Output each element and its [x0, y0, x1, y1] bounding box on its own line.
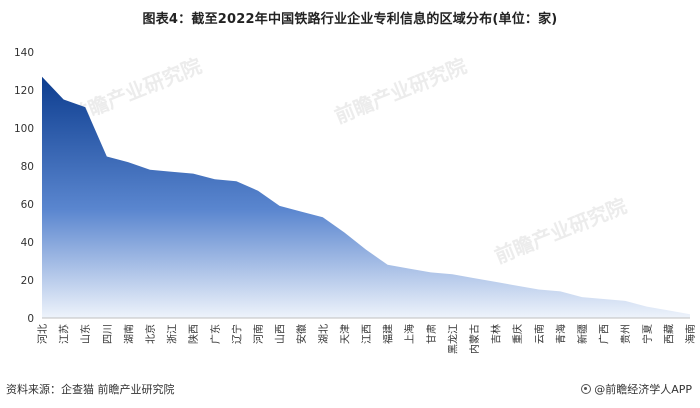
- brand-text: @前瞻经济学人APP: [594, 383, 692, 396]
- y-tick-label: 80: [21, 161, 34, 173]
- x-tick-label: 新疆: [576, 324, 589, 344]
- x-tick-label: 贵州: [619, 324, 632, 344]
- x-tick-label: 山东: [79, 324, 92, 344]
- y-tick-label: 20: [21, 275, 34, 287]
- x-tick-label: 广西: [599, 324, 611, 344]
- x-tick-label: 辽宁: [230, 324, 243, 344]
- source-note: 资料来源：企查猫 前瞻产业研究院: [6, 383, 175, 396]
- x-tick-label: 内蒙古: [468, 324, 481, 354]
- x-tick-label: 甘肃: [425, 324, 438, 344]
- y-tick-label: 140: [14, 47, 34, 59]
- x-tick-label: 湖北: [318, 324, 330, 344]
- x-tick-label: 吉林: [490, 324, 503, 344]
- x-tick-label: 天津: [339, 324, 351, 344]
- y-axis: 0 20 40 60 80 100 120 140: [14, 47, 34, 325]
- brand-logo-icon: [581, 384, 592, 394]
- x-tick-label: 陕西: [187, 324, 200, 344]
- y-tick-label: 40: [21, 237, 34, 249]
- x-tick-label: 西藏: [663, 324, 675, 344]
- x-tick-label: 江西: [361, 324, 373, 344]
- brand-credit: @前瞻经济学人APP: [581, 381, 692, 397]
- x-tick-label: 福建: [382, 324, 395, 344]
- x-tick-label: 江苏: [58, 324, 71, 344]
- x-tick-label: 云南: [533, 324, 546, 344]
- x-tick-label: 黑龙江: [446, 324, 459, 354]
- x-tick-label: 广东: [209, 324, 222, 344]
- x-tick-label: 河北: [37, 324, 49, 344]
- y-tick-label: 60: [21, 199, 34, 211]
- x-tick-label: 安徽: [295, 324, 308, 344]
- chart-title: 图表4：截至2022年中国铁路行业企业专利信息的区域分布(单位：家): [142, 12, 558, 27]
- x-tick-label: 重庆: [511, 324, 524, 344]
- area-series: [42, 76, 690, 318]
- x-tick-label: 河南: [252, 324, 265, 344]
- x-tick-label: 浙江: [167, 324, 179, 344]
- x-tick-label: 宁夏: [641, 324, 654, 344]
- x-tick-label: 四川: [103, 324, 114, 344]
- x-axis: 河北 江苏 山东 四川 湖南 北京 浙江 陕西 广东 辽宁 河南 山西 安徽 湖北 天津 江西 福建 上海 甘肃 黑龙…: [37, 317, 697, 354]
- x-tick-label: 青海: [554, 324, 567, 344]
- x-tick-label: 山西: [275, 324, 287, 344]
- y-tick-label: 0: [27, 313, 34, 325]
- x-tick-label: 上海: [403, 324, 416, 344]
- x-tick-label: 海南: [684, 324, 697, 344]
- plot-area: [42, 76, 690, 318]
- y-tick-label: 100: [14, 123, 34, 135]
- x-tick-label: 湖南: [122, 324, 135, 344]
- x-tick-label: 北京: [144, 324, 157, 344]
- y-tick-label: 120: [14, 85, 34, 97]
